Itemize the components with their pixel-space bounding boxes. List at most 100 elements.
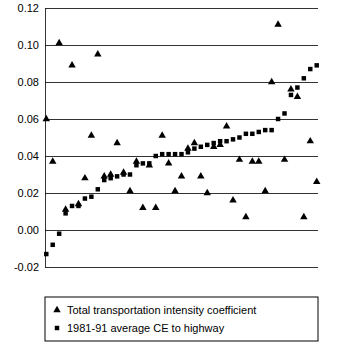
- triangle-point: [113, 139, 120, 145]
- square-point: [63, 211, 67, 215]
- square-point: [224, 139, 228, 143]
- square-point: [160, 152, 164, 156]
- y-tick: -0.02: [14, 261, 45, 273]
- square-point: [295, 85, 299, 89]
- square-point: [121, 172, 125, 176]
- grid-line: [45, 82, 318, 83]
- triangle-point: [242, 213, 249, 219]
- y-tick-label: 0.10: [18, 39, 39, 51]
- square-point: [128, 172, 132, 176]
- square-point: [141, 161, 145, 165]
- triangle-point: [88, 131, 95, 137]
- triangle-point: [55, 39, 62, 45]
- square-point: [282, 111, 286, 115]
- square-point: [83, 196, 87, 200]
- legend: Total transportation intensity coefficie…: [45, 297, 318, 341]
- square-point: [50, 243, 54, 247]
- triangle-point: [274, 20, 281, 26]
- square-point: [218, 139, 222, 143]
- triangle-point: [139, 204, 146, 210]
- triangle-point: [191, 139, 198, 145]
- square-point: [308, 67, 312, 71]
- square-point: [199, 145, 203, 149]
- square-point: [154, 154, 158, 158]
- triangle-point: [300, 213, 307, 219]
- y-tick-label: 0.06: [18, 113, 39, 125]
- triangle-point: [49, 157, 56, 163]
- square-point: [192, 146, 196, 150]
- grid-line: [45, 45, 318, 46]
- triangle-point: [146, 161, 153, 167]
- y-tick-label: -0.02: [14, 261, 39, 273]
- triangle-point: [249, 157, 256, 163]
- legend-label: Total transportation intensity coefficie…: [67, 304, 256, 316]
- legend-symbol: [53, 306, 60, 312]
- triangle-point: [255, 157, 262, 163]
- square-point: [269, 128, 273, 132]
- square-point: [147, 161, 151, 165]
- square-point: [102, 178, 106, 182]
- y-tick: 0.10: [18, 39, 45, 51]
- y-tick: 0.00: [18, 224, 45, 236]
- square-point: [44, 252, 48, 256]
- square-point: [70, 204, 74, 208]
- square-point: [96, 187, 100, 191]
- chart: -0.020.000.020.040.060.080.100.12Total t…: [0, 0, 350, 353]
- square-point: [115, 174, 119, 178]
- triangle-point: [68, 61, 75, 67]
- triangle-point: [43, 115, 50, 121]
- grid: [45, 8, 318, 267]
- series-1: [44, 63, 319, 256]
- plot: -0.020.000.020.040.060.080.100.12: [14, 2, 321, 273]
- legend-symbol: [55, 326, 59, 330]
- legend-label: 1981-91 average CE to highway: [67, 322, 225, 334]
- square-point: [289, 93, 293, 97]
- triangle-point: [197, 172, 204, 178]
- square-point: [231, 137, 235, 141]
- triangle-point: [94, 50, 101, 56]
- y-tick: 0.06: [18, 113, 45, 125]
- triangle-point: [62, 205, 69, 211]
- triangle-point: [184, 144, 191, 150]
- series-0: [43, 20, 321, 219]
- grid-line: [45, 8, 318, 9]
- square-point: [89, 194, 93, 198]
- triangle-point: [313, 178, 320, 184]
- triangle-point: [81, 174, 88, 180]
- square-point: [302, 76, 306, 80]
- y-axis: -0.020.000.020.040.060.080.100.12: [14, 2, 46, 273]
- triangle-point: [261, 187, 268, 193]
- triangle-point: [236, 155, 243, 161]
- triangle-point: [158, 131, 165, 137]
- y-tick: 0.12: [18, 2, 45, 14]
- legend-box: [45, 297, 318, 341]
- square-point: [57, 231, 61, 235]
- marks: [43, 20, 321, 256]
- grid-line: [45, 193, 318, 194]
- square-point: [205, 143, 209, 147]
- square-point: [134, 163, 138, 167]
- grid-line: [45, 230, 318, 231]
- triangle-point: [287, 85, 294, 91]
- y-tick: 0.08: [18, 76, 45, 88]
- y-axis-line: [45, 9, 46, 268]
- triangle-point: [152, 204, 159, 210]
- y-tick-label: 0.00: [18, 224, 39, 236]
- triangle-point: [294, 93, 301, 99]
- triangle-point: [229, 196, 236, 202]
- y-tick-label: 0.04: [18, 150, 39, 162]
- triangle-point: [133, 157, 140, 163]
- square-point: [179, 152, 183, 156]
- square-point: [186, 150, 190, 154]
- triangle-point: [171, 187, 178, 193]
- triangle-point: [268, 78, 275, 84]
- triangle-point: [126, 187, 133, 193]
- square-point: [166, 152, 170, 156]
- grid-line: [45, 267, 318, 268]
- square-point: [173, 152, 177, 156]
- triangle-point: [165, 159, 172, 165]
- square-point: [237, 135, 241, 139]
- y-tick: 0.04: [18, 150, 45, 162]
- square-point: [211, 141, 215, 145]
- square-point: [76, 204, 80, 208]
